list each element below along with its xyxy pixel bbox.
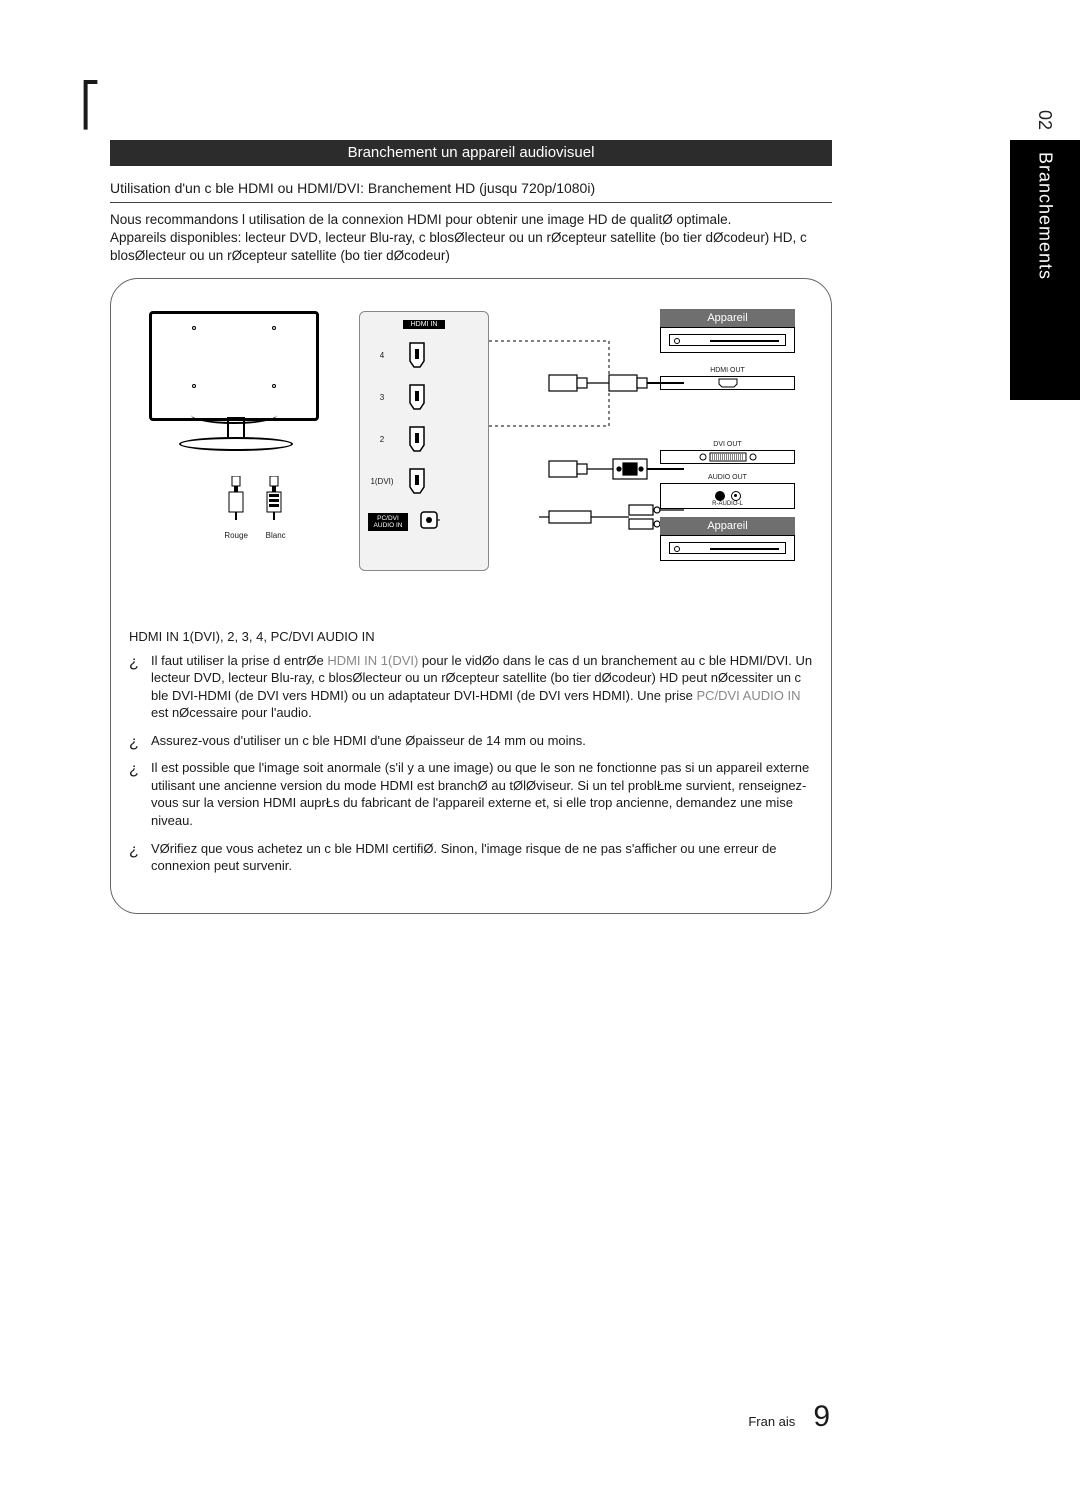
device-slot-icon: [669, 542, 786, 554]
hdmi-jack-icon: [406, 425, 428, 455]
hdmi-port-1-dvi: 1(DVI): [368, 467, 480, 497]
cable-connections: [489, 311, 684, 571]
hdmi-in-panel: HDMI IN 4 3 2 1(DVI): [359, 311, 489, 571]
dvi-out-label: DVI OUT: [660, 441, 795, 448]
diagram-row: Rouge Blanc HDMI IN 4 3: [129, 301, 813, 611]
pc-dvi-audio-in: PC/DVI AUDIO IN: [368, 509, 480, 535]
intro-line-2: Appareils disponibles: lecteur DVD, lect…: [110, 230, 807, 263]
section-bar-title: Branchement un appareil audiovisuel: [110, 140, 832, 166]
hdmi-jack-icon: [406, 467, 428, 497]
port-label: 1(DVI): [368, 477, 396, 486]
pc-dvi-audio-label: PC/DVI AUDIO IN: [368, 513, 408, 531]
plug-label-red: Rouge: [224, 531, 248, 540]
port-label: 4: [368, 351, 396, 360]
hdmi-port-2: 2: [368, 425, 480, 455]
plug-label-white: Blanc: [266, 531, 286, 540]
sub-heading: Utilisation d'un c ble HDMI ou HDMI/DVI:…: [110, 180, 832, 196]
hdmi-in-header: HDMI IN: [403, 320, 445, 329]
note-item-1: Il faut utiliser la prise d entrØe HDMI …: [129, 652, 813, 722]
footer-language: Fran ais: [748, 1414, 795, 1429]
hdmi-port-4: 4: [368, 341, 480, 371]
rca-jack-r: [715, 491, 725, 501]
hdmi-jack-icon: [406, 341, 428, 371]
sub-heading-rule: [110, 202, 832, 203]
external-device-bottom: DVI OUT AUDIO OUT R-AUDIO-L Appareil: [660, 441, 795, 561]
note-grey-text: PC/DVI AUDIO IN: [696, 688, 800, 703]
device-header: Appareil: [660, 517, 795, 535]
audio-out-port: R-AUDIO-L: [660, 483, 795, 509]
note-item-3: Il est possible que l'image soit anormal…: [129, 759, 813, 829]
section-number: 02: [1034, 110, 1055, 130]
audio-plug-white: [263, 476, 285, 520]
tv-rear-illustration: [149, 311, 319, 421]
audio-jack-icon: [418, 509, 440, 535]
port-label: 3: [368, 393, 396, 402]
port-label: 2: [368, 435, 396, 444]
footer-page-number: 9: [813, 1400, 830, 1434]
notes-block: HDMI IN 1(DVI), 2, 3, 4, PC/DVI AUDIO IN…: [129, 629, 813, 875]
corner-bracket: ⎡: [80, 80, 101, 130]
intro-line-1: Nous recommandons l utilisation de la co…: [110, 212, 731, 227]
note-grey-text: HDMI IN 1(DVI): [327, 653, 418, 668]
note-text: Il faut utiliser la prise d entrØe: [151, 653, 327, 668]
hdmi-port-3: 3: [368, 383, 480, 413]
diagram-box: Rouge Blanc HDMI IN 4 3: [110, 278, 832, 914]
device-header: Appareil: [660, 309, 795, 327]
rca-jack-l: [731, 491, 741, 501]
intro-text: Nous recommandons l utilisation de la co…: [110, 211, 832, 266]
external-device-top: Appareil HDMI OUT: [660, 309, 795, 390]
note-item-2: Assurez-vous d'utiliser un c ble HDMI d'…: [129, 732, 813, 750]
dvi-out-port: [660, 450, 795, 464]
device-slot-icon: [669, 334, 786, 346]
notes-lead: HDMI IN 1(DVI), 2, 3, 4, PC/DVI AUDIO IN: [129, 629, 813, 644]
page-footer: Fran ais 9: [748, 1400, 830, 1434]
content-area: Utilisation d'un c ble HDMI ou HDMI/DVI:…: [110, 180, 832, 914]
side-tab: 02 Branchements: [1010, 140, 1080, 400]
section-title: Branchements: [1035, 140, 1056, 280]
page-root: ⎡ 02 Branchements Branchement un apparei…: [0, 0, 1080, 1494]
audio-rl-label: R-AUDIO-L: [661, 501, 794, 507]
note-item-4: VØrifiez que vous achetez un c ble HDMI …: [129, 840, 813, 875]
audio-out-label: AUDIO OUT: [660, 474, 795, 481]
hdmi-out-label: HDMI OUT: [660, 367, 795, 374]
tv-stand: [189, 421, 279, 451]
audio-plug-pair: Rouge Blanc: [215, 476, 295, 543]
hdmi-out-port: [660, 376, 795, 390]
audio-plug-red: [225, 476, 247, 520]
hdmi-jack-icon: [406, 383, 428, 413]
notes-list: Il faut utiliser la prise d entrØe HDMI …: [129, 652, 813, 875]
note-text: est nØcessaire pour l'audio.: [151, 705, 312, 720]
